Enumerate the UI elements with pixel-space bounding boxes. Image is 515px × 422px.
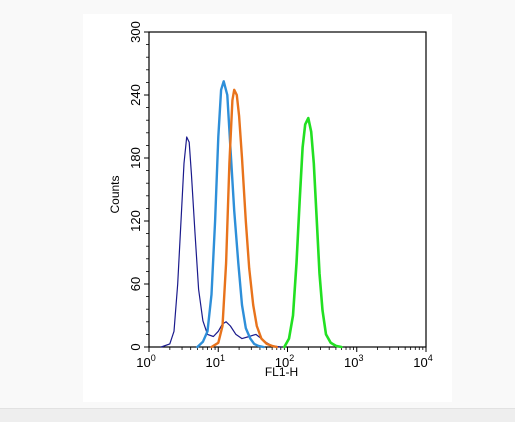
x-tick-label: 100 — [136, 353, 155, 370]
x-tick-base: 10 — [206, 355, 220, 370]
x-tick-exponent: 2 — [289, 353, 294, 363]
x-tick-base: 10 — [136, 355, 150, 370]
bottom-bar — [0, 408, 515, 422]
histogram-series-2 — [196, 80, 265, 349]
figure-card — [83, 14, 452, 402]
y-tick-label: 240 — [128, 84, 143, 106]
x-tick-label: 103 — [344, 353, 363, 370]
y-tick-label: 180 — [128, 147, 143, 169]
x-tick-exponent: 4 — [428, 353, 433, 363]
x-tick-base: 10 — [344, 355, 358, 370]
y-tick-label: 0 — [128, 343, 143, 350]
x-tick-exponent: 1 — [220, 353, 225, 363]
histogram-series-4 — [282, 116, 343, 349]
x-tick-base: 10 — [413, 355, 427, 370]
y-axis-label: Counts — [108, 175, 122, 213]
series-layer — [160, 80, 343, 349]
y-tick-label: 60 — [128, 277, 143, 291]
plot-frame — [148, 31, 427, 348]
x-tick-label: 101 — [206, 353, 225, 370]
x-tick-label: 104 — [413, 353, 432, 370]
x-tick-exponent: 3 — [358, 353, 363, 363]
x-axis-label: FL1-H — [265, 365, 298, 379]
x-tick-label: 102 — [275, 353, 294, 370]
histogram-series-3 — [210, 88, 278, 349]
y-tick-label: 120 — [128, 210, 143, 232]
histogram-series-1 — [160, 136, 282, 348]
x-tick-base: 10 — [275, 355, 289, 370]
y-tick-label: 300 — [128, 21, 143, 43]
x-tick-exponent: 0 — [151, 353, 156, 363]
